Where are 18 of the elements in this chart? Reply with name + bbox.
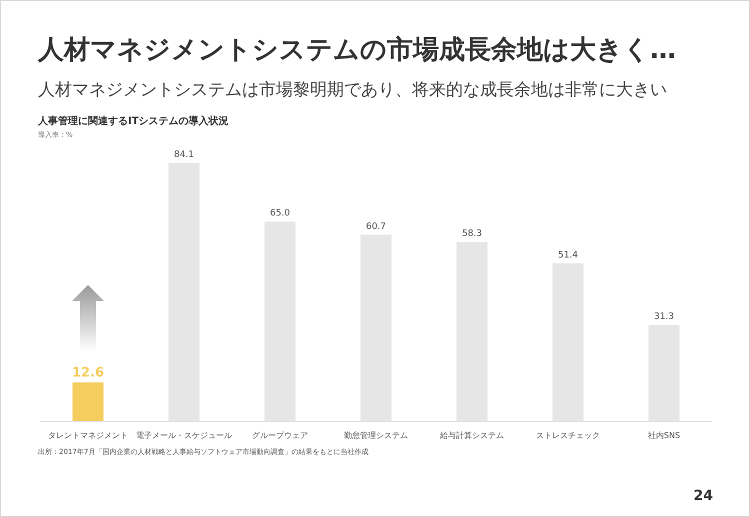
value-label: 84.1	[174, 150, 194, 160]
category: タレントマネジメント	[48, 431, 128, 440]
category: 給与計算システム	[440, 431, 504, 440]
value-label: 60.7	[366, 222, 386, 232]
value-label: 31.3	[654, 312, 674, 322]
value-label: 58.3	[462, 229, 482, 240]
value-label: 12.6	[72, 365, 104, 380]
subtitle: 人材マネジメントシステムは市場黎明期であり、将来的な成長余地は非常に大きい	[38, 80, 667, 100]
category: 電子メール・スケジュール	[136, 431, 232, 440]
category: 勤怠管理システム	[344, 431, 408, 440]
value-label: 65.0	[270, 208, 290, 219]
category: ストレスチェック	[536, 431, 600, 440]
value-label: 51.4	[558, 250, 578, 260]
category: グループウェア	[252, 431, 308, 440]
annotation: 24	[694, 488, 713, 504]
title: 人材マネジメントシステムの市場成長余地は大きく…	[38, 35, 676, 65]
category: 社内SNS	[648, 431, 680, 440]
annotation: 人事管理に関連するITシステムの導入状況	[38, 116, 229, 127]
